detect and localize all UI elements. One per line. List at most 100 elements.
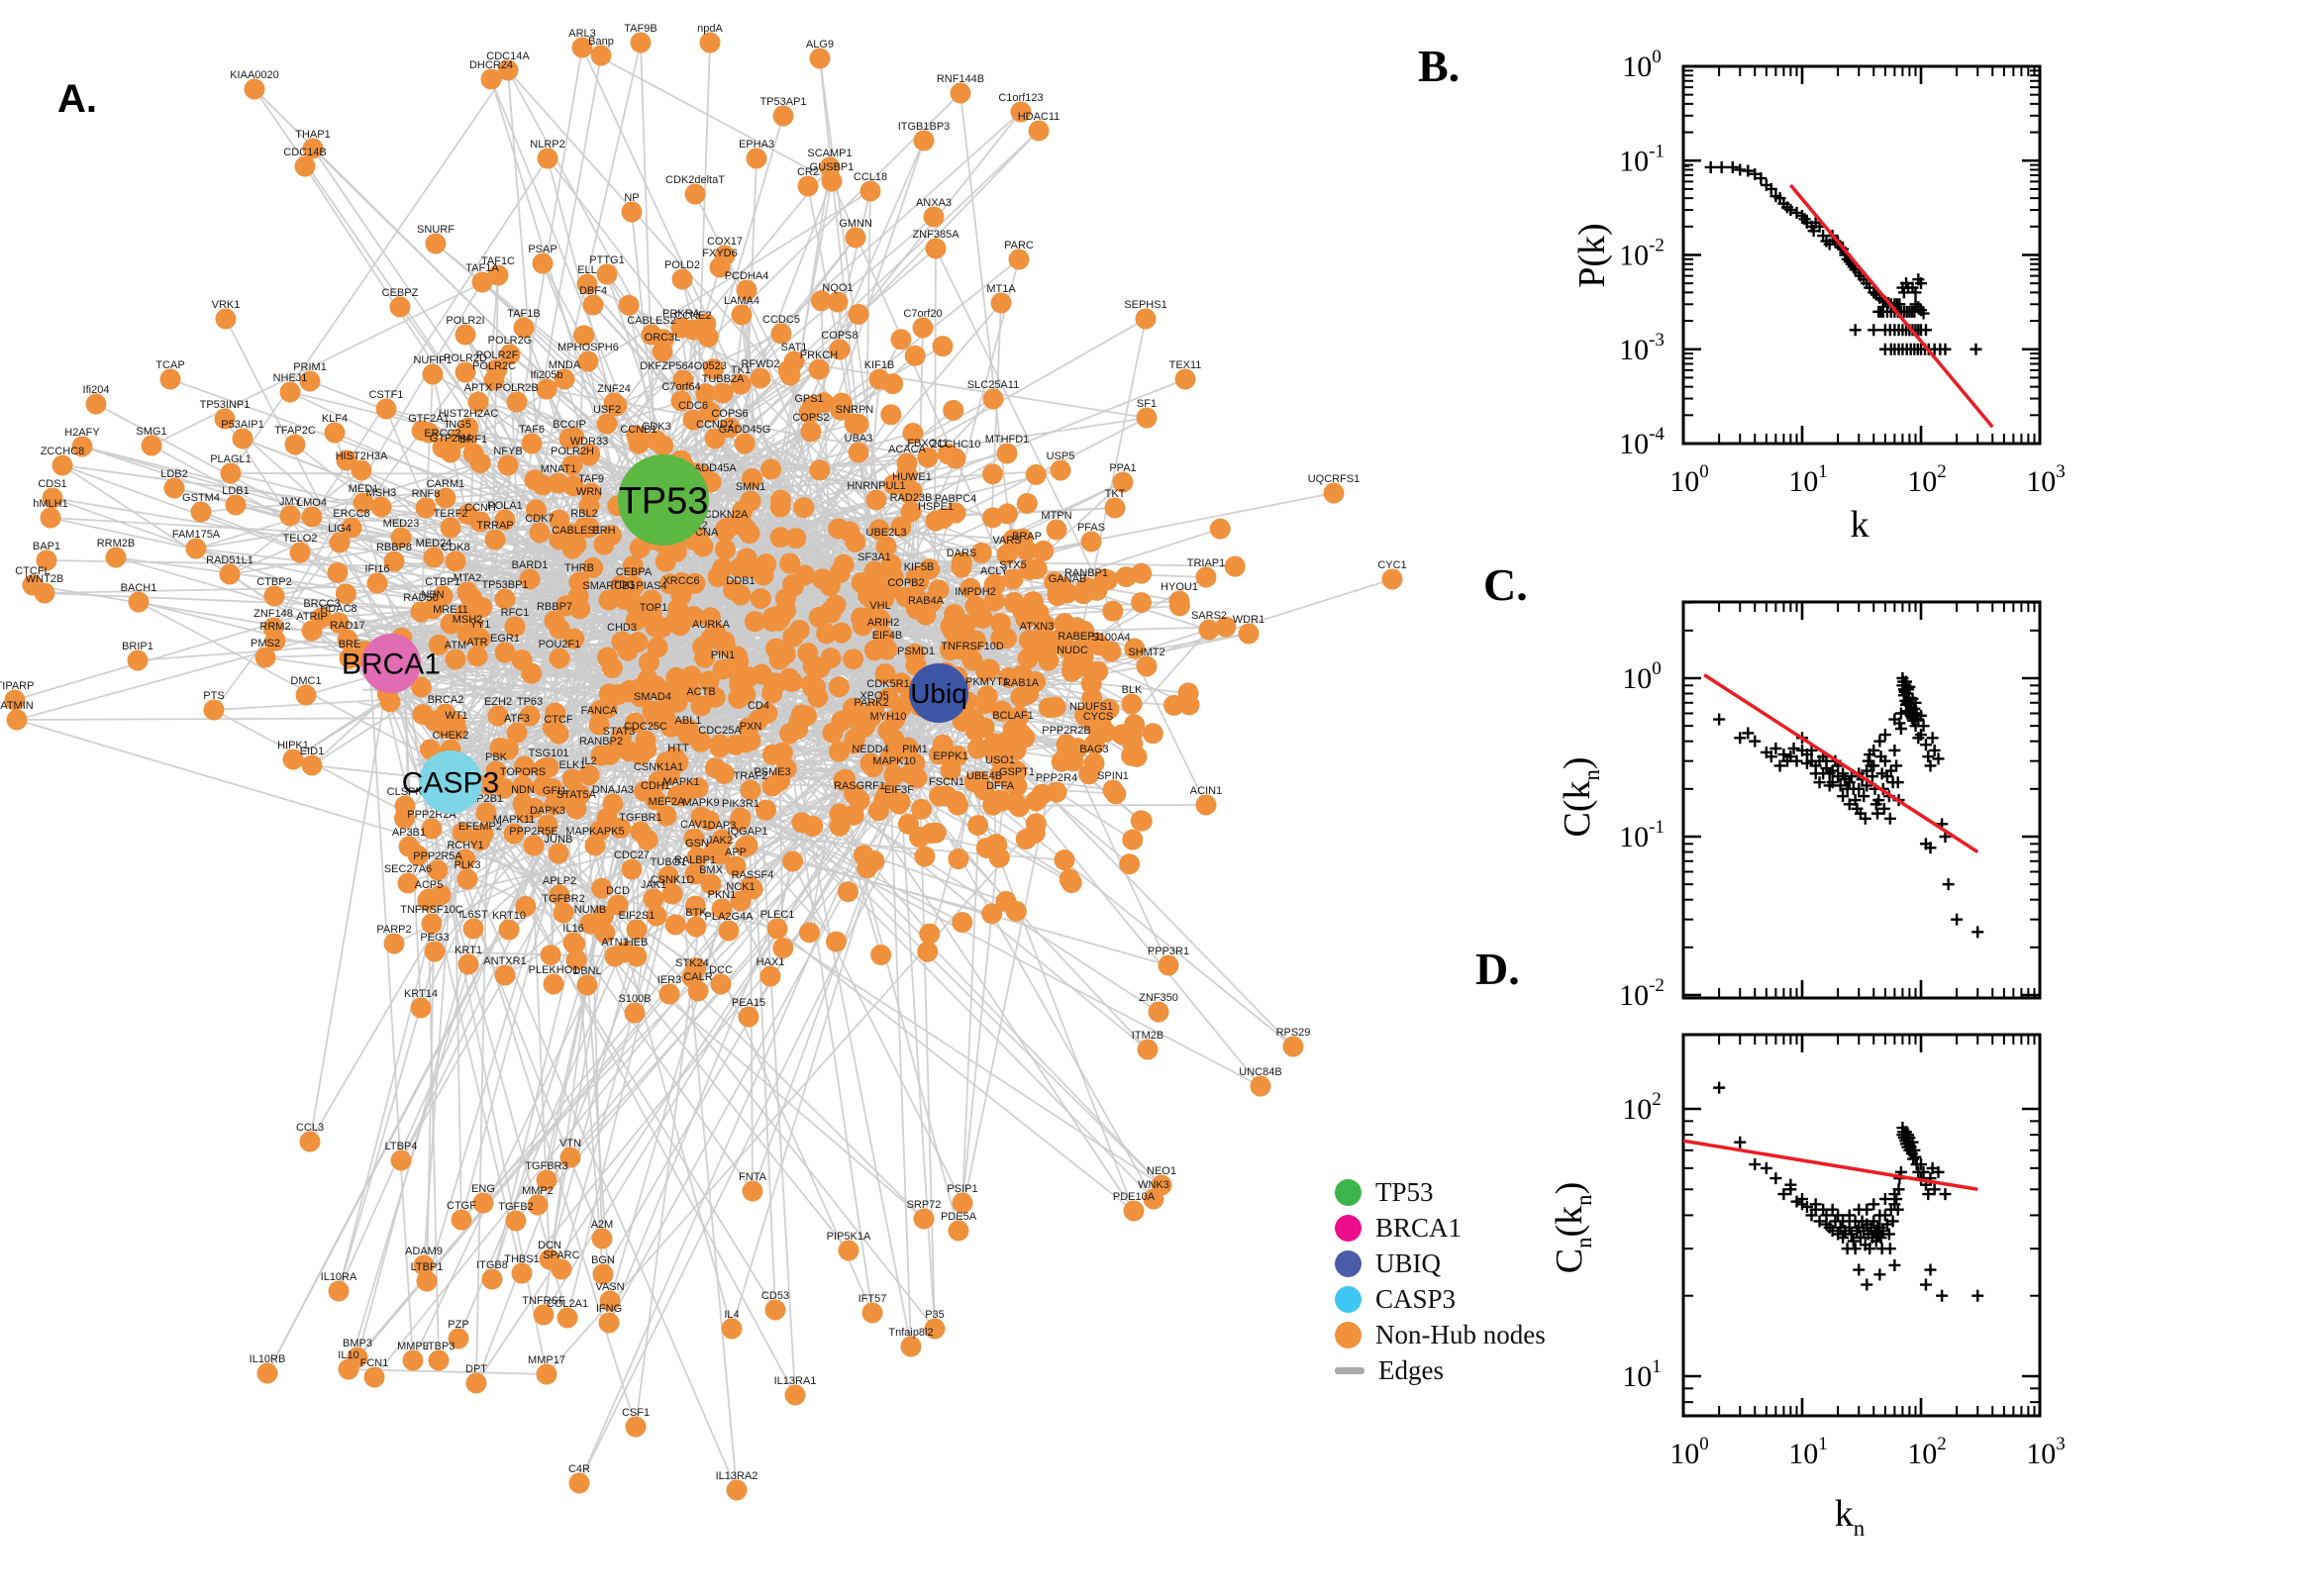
network-node	[700, 873, 722, 895]
data-point	[1773, 759, 1786, 772]
network-node	[452, 822, 473, 844]
network-node-label: SMN1	[736, 481, 766, 493]
network-node	[327, 561, 349, 583]
data-point	[1760, 1161, 1772, 1174]
network-node-label: CEBPA	[616, 566, 653, 578]
data-point	[1832, 1209, 1845, 1222]
network-node	[703, 358, 725, 380]
network-node	[852, 615, 873, 637]
network-node	[900, 1336, 922, 1357]
data-point	[1849, 1243, 1862, 1255]
network-node	[870, 944, 892, 965]
network-node	[494, 509, 516, 531]
network-node-label: NUMB	[574, 904, 606, 916]
network-node-label: USF2	[593, 404, 621, 416]
network-edge	[338, 800, 481, 1292]
network-node-label: CCNH	[464, 502, 496, 514]
data-point	[1936, 1289, 1949, 1302]
network-node-label: UNC84B	[1239, 1066, 1281, 1078]
network-node	[651, 680, 672, 702]
network-node-label: HIPK1	[277, 740, 309, 751]
network-node	[554, 368, 575, 390]
network-node-label: NEO1	[1147, 1165, 1176, 1177]
network-node	[684, 183, 706, 205]
network-node-label: MRE11	[433, 604, 468, 616]
network-node-label: DAP3	[708, 820, 737, 832]
network-node-label: POLR2D	[444, 352, 487, 364]
network-node	[925, 238, 947, 259]
network-node-label: PPP2R2B	[1042, 725, 1091, 737]
network-node	[219, 563, 241, 585]
legend-label: TP53	[1375, 1176, 1434, 1207]
network-node	[859, 752, 881, 774]
data-point	[1726, 160, 1739, 173]
network-node	[709, 844, 731, 865]
network-node	[684, 895, 706, 917]
network-node	[690, 695, 712, 717]
network-node	[527, 1194, 549, 1216]
network-node-label: PEA15	[732, 997, 765, 1009]
network-node	[670, 584, 692, 606]
network-node	[1195, 566, 1217, 588]
network-node	[593, 534, 615, 555]
network-node-label: CCNE2	[674, 310, 711, 322]
network-node	[475, 802, 497, 824]
network-node	[440, 517, 461, 539]
network-node	[1080, 531, 1102, 552]
network-node-label: NP	[624, 192, 639, 204]
network-node	[299, 1131, 321, 1152]
network-node	[428, 1349, 450, 1371]
network-node	[828, 518, 850, 540]
hub-node-casp3	[419, 750, 482, 814]
network-node-label: PPP3R1	[1148, 946, 1189, 957]
network-node	[630, 821, 652, 843]
plot-panel-b: 100 101 102 103 100 10-1 10-2 10-3 10-4	[1619, 47, 2066, 498]
network-node-label: ACACA	[888, 444, 927, 455]
network-node-label: SNURF	[417, 224, 454, 236]
network-node	[845, 227, 866, 249]
network-node-label: TERF2	[434, 508, 468, 520]
network-node	[761, 744, 783, 765]
network-node	[483, 369, 505, 391]
network-node-label: TAF1C	[481, 255, 515, 267]
network-node	[622, 555, 644, 577]
network-node-label: SMARCB1	[582, 580, 635, 592]
data-point	[1971, 1289, 1984, 1302]
network-node-label: H2AFY	[64, 427, 100, 439]
network-node-label: TAF9	[578, 473, 604, 485]
network-node-label: RNF8	[412, 488, 441, 500]
data-point	[1903, 680, 1916, 693]
network-node-label: ATN1	[601, 937, 628, 948]
network-node-label: NQO1	[822, 282, 853, 294]
data-point	[1837, 767, 1850, 780]
network-node-label: POLD2	[664, 259, 700, 271]
network-node	[538, 756, 559, 778]
network-node	[973, 779, 995, 801]
network-node-label: MNDA	[549, 359, 581, 371]
network-node-label: MMP17	[528, 1354, 565, 1366]
data-point	[1765, 182, 1777, 195]
network-node	[874, 663, 896, 685]
network-edge	[585, 472, 993, 568]
network-node	[337, 629, 358, 650]
network-node	[427, 859, 449, 881]
network-node-label: ERH	[592, 525, 615, 537]
node-swatch-icon	[1335, 1285, 1362, 1313]
fit-line	[1789, 183, 1994, 429]
data-point	[1932, 752, 1945, 765]
network-node-label: USO1	[985, 754, 1015, 766]
network-node	[798, 922, 820, 944]
network-node	[835, 768, 857, 790]
network-node-label: TGFBR3	[525, 1160, 567, 1172]
network-node	[584, 835, 606, 856]
network-node-label: PIK3R1	[722, 798, 759, 810]
data-point	[1868, 1215, 1880, 1228]
data-point	[1713, 713, 1726, 726]
network-node	[454, 848, 476, 870]
network-node	[911, 798, 933, 820]
data-point	[1734, 1136, 1747, 1148]
network-node-label: BRCC3	[303, 598, 340, 610]
network-node-label: CDK8	[441, 542, 469, 553]
network-node-label: MSH2	[453, 614, 483, 626]
network-node-label: FXYD6	[702, 248, 737, 259]
